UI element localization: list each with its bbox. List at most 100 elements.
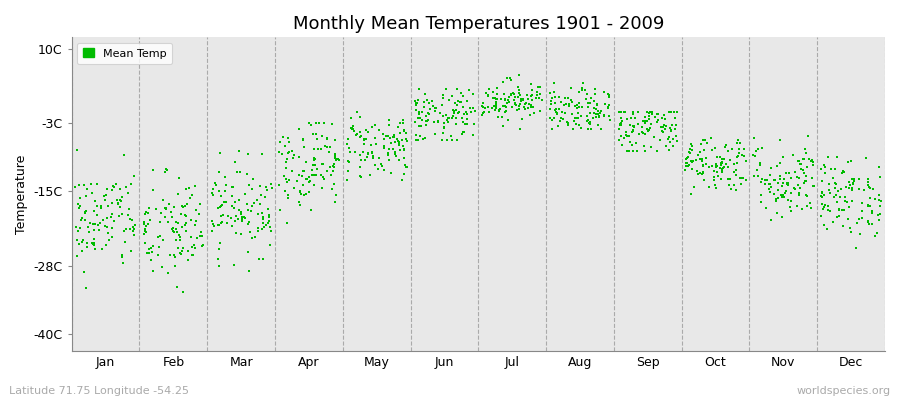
- Mean Temp: [783, 204, 797, 210]
- Mean Temp: [227, 261, 241, 268]
- Mean Temp: [218, 174, 232, 180]
- Mean Temp: [233, 231, 248, 238]
- Mean Temp: [261, 205, 275, 212]
- Mean Temp: [358, 126, 373, 133]
- Mean Temp: [847, 176, 861, 182]
- Mean Temp: [214, 203, 229, 209]
- Mean Temp: [716, 164, 730, 171]
- Mean Temp: [475, 111, 490, 118]
- Mean Temp: [798, 173, 813, 179]
- Mean Temp: [516, 96, 530, 103]
- Mean Temp: [845, 198, 859, 204]
- Mean Temp: [458, 120, 473, 127]
- Mean Temp: [90, 202, 104, 209]
- Mean Temp: [437, 125, 452, 131]
- Mean Temp: [512, 90, 526, 96]
- Mean Temp: [656, 129, 670, 136]
- Mean Temp: [763, 184, 778, 190]
- Mean Temp: [261, 218, 275, 224]
- Mean Temp: [647, 114, 662, 120]
- Mean Temp: [479, 90, 493, 96]
- Mean Temp: [733, 140, 747, 146]
- Mean Temp: [544, 126, 559, 132]
- Mean Temp: [713, 154, 727, 160]
- Mean Temp: [418, 118, 433, 124]
- Mean Temp: [400, 130, 414, 136]
- Mean Temp: [651, 117, 665, 123]
- Mean Temp: [860, 179, 875, 186]
- Mean Temp: [486, 88, 500, 95]
- Mean Temp: [638, 148, 652, 155]
- Mean Temp: [112, 186, 127, 192]
- Mean Temp: [360, 150, 374, 156]
- Mean Temp: [254, 192, 268, 198]
- Mean Temp: [212, 188, 226, 194]
- Mean Temp: [104, 225, 119, 231]
- Mean Temp: [773, 159, 788, 166]
- Mean Temp: [709, 184, 724, 191]
- Mean Temp: [861, 202, 876, 209]
- Mean Temp: [516, 116, 530, 122]
- Mean Temp: [299, 176, 313, 183]
- Mean Temp: [679, 163, 693, 169]
- Mean Temp: [842, 185, 856, 191]
- Mean Temp: [462, 87, 476, 93]
- Mean Temp: [350, 131, 365, 137]
- Mean Temp: [310, 166, 324, 172]
- Mean Temp: [116, 260, 130, 266]
- Mean Temp: [588, 86, 602, 92]
- Mean Temp: [680, 154, 695, 161]
- Mean Temp: [353, 114, 367, 120]
- Mean Temp: [346, 128, 361, 134]
- Mean Temp: [594, 126, 608, 132]
- Mean Temp: [715, 168, 729, 174]
- Mean Temp: [532, 94, 546, 101]
- Mean Temp: [436, 94, 451, 101]
- Mean Temp: [375, 163, 390, 169]
- Mean Temp: [644, 108, 659, 115]
- Mean Temp: [80, 240, 94, 246]
- Mean Temp: [241, 249, 256, 255]
- Mean Temp: [94, 246, 109, 253]
- Mean Temp: [423, 106, 437, 113]
- Mean Temp: [622, 132, 636, 139]
- Mean Temp: [679, 160, 693, 166]
- Mean Temp: [242, 219, 256, 226]
- Mean Temp: [544, 101, 558, 107]
- Mean Temp: [800, 203, 814, 210]
- Mean Temp: [591, 108, 606, 114]
- Mean Temp: [796, 170, 811, 176]
- Mean Temp: [637, 118, 652, 124]
- Mean Temp: [636, 118, 651, 125]
- Mean Temp: [102, 236, 116, 243]
- Mean Temp: [792, 158, 806, 164]
- Mean Temp: [253, 183, 267, 190]
- Mean Temp: [736, 175, 751, 182]
- Mean Temp: [178, 211, 193, 218]
- Mean Temp: [281, 192, 295, 198]
- Mean Temp: [388, 151, 402, 158]
- Mean Temp: [143, 217, 157, 223]
- Mean Temp: [79, 208, 94, 214]
- Mean Temp: [602, 94, 616, 100]
- Mean Temp: [446, 108, 461, 115]
- Mean Temp: [127, 232, 141, 238]
- Mean Temp: [729, 186, 743, 193]
- Mean Temp: [323, 143, 338, 150]
- Mean Temp: [410, 100, 424, 106]
- Mean Temp: [753, 160, 768, 166]
- Mean Temp: [871, 212, 886, 218]
- Mean Temp: [489, 103, 503, 110]
- Mean Temp: [105, 211, 120, 218]
- Mean Temp: [368, 135, 382, 141]
- Mean Temp: [212, 240, 227, 246]
- Mean Temp: [578, 87, 592, 93]
- Mean Temp: [784, 189, 798, 196]
- Mean Temp: [328, 157, 343, 164]
- Mean Temp: [316, 161, 330, 167]
- Mean Temp: [416, 136, 430, 143]
- Mean Temp: [157, 197, 171, 203]
- Mean Temp: [711, 172, 725, 179]
- Mean Temp: [466, 132, 481, 138]
- Mean Temp: [626, 142, 640, 148]
